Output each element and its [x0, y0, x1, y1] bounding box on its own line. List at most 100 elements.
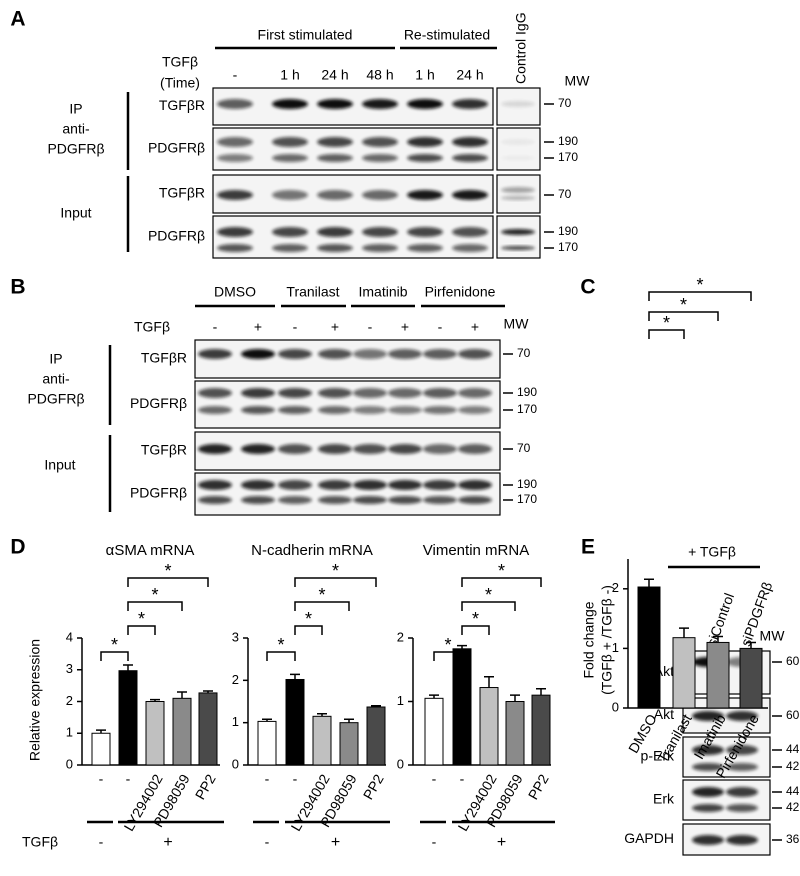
significance-label: *	[164, 561, 171, 581]
mw-label: 70	[558, 187, 572, 201]
bar	[424, 697, 444, 766]
blot-band	[317, 227, 353, 237]
blot-band	[726, 745, 758, 755]
panel-letter: D	[10, 536, 25, 559]
treatment-level: -	[99, 834, 104, 850]
blot-band	[317, 137, 353, 147]
blot-band	[458, 496, 492, 504]
mw-header: MW	[504, 316, 530, 332]
y-tick-label: 1	[66, 725, 73, 740]
blot-band	[407, 154, 443, 162]
blot-band	[501, 156, 535, 160]
blot-band	[318, 349, 352, 359]
significance-bracket	[648, 329, 685, 339]
blot-band	[198, 406, 232, 414]
bar	[637, 586, 661, 709]
blot-band	[692, 804, 724, 812]
lane-label: siControl	[703, 591, 737, 648]
blot-band	[458, 406, 492, 414]
significance-label: *	[680, 295, 687, 315]
blot-band	[278, 480, 312, 490]
blot-band	[726, 787, 758, 797]
lane-label: -	[213, 319, 218, 335]
blot-band	[198, 349, 232, 359]
error-bar	[713, 635, 723, 643]
lane-label: -	[368, 319, 373, 335]
y-axis-label: Relative expression	[27, 639, 43, 761]
significance-bracket	[461, 601, 516, 611]
error-bar	[679, 627, 689, 638]
mw-header: MW	[760, 628, 786, 644]
mw-label: 36	[786, 832, 800, 846]
panel-letter: B	[10, 276, 25, 299]
blot-band	[353, 388, 387, 398]
blot-band	[726, 711, 758, 721]
y-tick-label: 1	[612, 640, 619, 655]
blot-band	[198, 480, 232, 490]
error-bar	[96, 729, 106, 734]
group-label: Imatinib	[358, 284, 407, 300]
blot-band	[407, 244, 443, 252]
significance-label: *	[151, 585, 158, 605]
significance-label: *	[485, 585, 492, 605]
bar	[285, 678, 305, 766]
mw-label: 70	[517, 346, 531, 360]
blot-band	[241, 480, 275, 490]
row-label: PDGFRβ	[130, 485, 187, 501]
blot-band	[241, 388, 275, 398]
mw-header: MW	[565, 73, 591, 89]
blot-band	[278, 406, 312, 414]
blot-band	[458, 444, 492, 454]
blot-band	[353, 406, 387, 414]
blot-band	[318, 388, 352, 398]
significance-label: *	[472, 609, 479, 629]
row-label: TGFβR	[141, 442, 187, 458]
blot-band	[458, 388, 492, 398]
mw-label: 44	[786, 742, 800, 756]
blot-band	[388, 480, 422, 490]
blot-band	[317, 190, 353, 200]
significance-label: *	[663, 313, 670, 333]
blot-panel	[496, 215, 541, 259]
mw-label: 42	[786, 759, 800, 773]
significance-label: *	[332, 561, 339, 581]
significance-bracket	[461, 577, 542, 587]
error-bar	[457, 644, 467, 649]
chart-title: N-cadherin mRNA	[251, 542, 373, 559]
error-bar	[344, 718, 354, 723]
row-label: p-Erk	[641, 748, 675, 764]
blot-band	[217, 99, 253, 109]
y-axis-label: Fold change	[581, 601, 597, 678]
x-tick-label: -	[126, 771, 131, 787]
lane-label: 24 h	[321, 67, 348, 83]
row-label: TGFβR	[159, 97, 205, 113]
blot-panel	[212, 87, 494, 126]
y-tick-label: 1	[397, 693, 404, 708]
blot-band	[318, 444, 352, 454]
y-tick-label: 1	[232, 714, 239, 729]
y-tick-label: 4	[66, 629, 73, 644]
bar	[366, 706, 386, 766]
mw-label: 170	[517, 492, 537, 506]
blot-band	[692, 763, 724, 771]
blot-band	[501, 196, 535, 200]
blot-panel	[682, 779, 771, 821]
blot-band	[726, 804, 758, 812]
chart-title: αSMA mRNA	[106, 542, 195, 559]
blot-band	[272, 227, 308, 237]
blot-band	[501, 101, 535, 107]
ip-label: PDGFRβ	[27, 391, 84, 407]
blot-band	[198, 388, 232, 398]
blot-band	[362, 244, 398, 252]
blot-panel	[212, 215, 494, 259]
mw-label: 70	[517, 441, 531, 455]
ip-label: anti-	[42, 371, 70, 387]
lane-label: -	[233, 67, 238, 83]
treatment-label: TGFβ	[162, 54, 198, 70]
y-tick-label: 2	[612, 580, 619, 595]
bar	[145, 701, 165, 766]
significance-bracket	[294, 601, 350, 611]
group-label: Pirfenidone	[425, 284, 496, 300]
blot-band	[278, 444, 312, 454]
